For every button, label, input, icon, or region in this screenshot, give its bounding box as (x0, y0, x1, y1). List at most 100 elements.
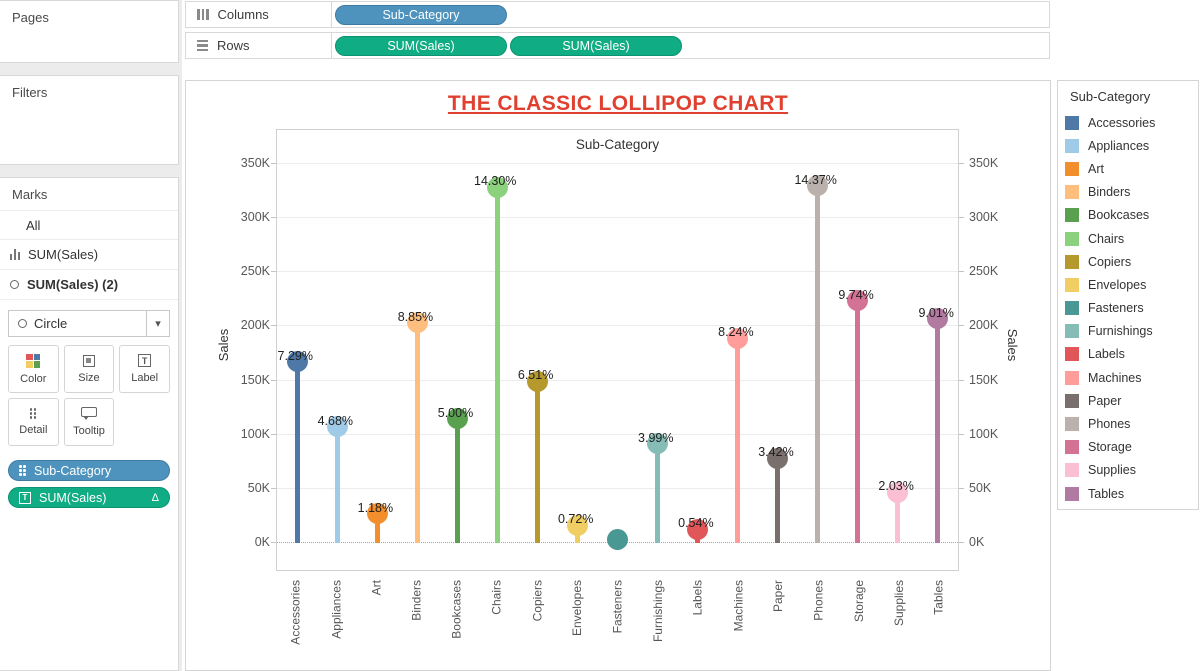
lollipop-stem-art[interactable] (374, 513, 380, 543)
columns-pill-area[interactable]: Sub-Category (332, 2, 1049, 27)
legend-item-label: Machines (1088, 370, 1142, 385)
legend-item-accessories[interactable]: Accessories (1065, 111, 1198, 134)
pages-label: Pages (12, 10, 49, 25)
filters-shelf[interactable]: Filters (0, 75, 179, 165)
legend-item-label: Storage (1088, 440, 1132, 455)
lollipop-stem-paper[interactable] (775, 458, 781, 543)
lollipop-mark-storage[interactable] (847, 290, 869, 312)
lollipop-mark-machines[interactable] (727, 327, 749, 349)
lollipop-stem-chairs[interactable] (494, 187, 500, 543)
lollipop-stem-supplies[interactable] (895, 492, 901, 543)
columns-pill-sub-category[interactable]: Sub-Category (335, 4, 507, 25)
rows-pill-sum-sales-[interactable]: SUM(Sales) (335, 35, 507, 56)
legend-item-labels[interactable]: Labels (1065, 343, 1198, 366)
marks-tab-all[interactable]: All (0, 210, 178, 240)
lollipop-stem-bookcases[interactable] (454, 418, 460, 543)
lollipop-mark-bookcases[interactable] (446, 408, 468, 430)
pages-shelf[interactable]: Pages (0, 0, 179, 63)
lollipop-stem-machines[interactable] (735, 338, 741, 543)
mark-label-phones: 14.37% (794, 172, 837, 187)
gridline (277, 217, 958, 219)
legend-item-storage[interactable]: Storage (1065, 436, 1198, 459)
legend-item-label: Phones (1088, 417, 1131, 432)
chart-pane: Sub-Category 7.29% 4.68% 1.18% 8.85% 5.00% 14… (276, 129, 959, 571)
legend-item-label: Accessories (1088, 115, 1156, 130)
size-button[interactable]: Size (63, 345, 115, 393)
legend-swatch (1065, 324, 1079, 339)
tooltip-button[interactable]: Tooltip (63, 398, 115, 446)
legend-item-envelopes[interactable]: Envelopes (1065, 273, 1198, 296)
pill-label: Sub-Category (34, 463, 112, 478)
legend-swatch (1065, 115, 1079, 130)
plot-area[interactable]: 7.29% 4.68% 1.18% 8.85% 5.00% 14.30% 6.51% 0.72… (277, 157, 958, 570)
color-button[interactable]: Color (8, 345, 59, 393)
legend-item-label: Supplies (1088, 463, 1136, 478)
mark-label-storage: 9.74% (838, 287, 874, 302)
lollipop-mark-furnishings[interactable] (647, 433, 669, 455)
right-axis-title[interactable]: Sales (1005, 328, 1020, 362)
legend-item-phones[interactable]: Phones (1065, 412, 1198, 435)
mark-label-envelopes: 0.72% (557, 512, 594, 527)
lollipop-mark-fasteners[interactable] (607, 529, 628, 551)
mark-label-bookcases: 5.00% (437, 405, 474, 420)
rows-pill-sum-sales-[interactable]: SUM(Sales) (510, 35, 682, 56)
marks-pill-sub-category[interactable]: Sub-Category (8, 460, 170, 481)
lollipop-mark-art[interactable] (366, 503, 388, 525)
legend-item-furnishings[interactable]: Furnishings (1065, 320, 1198, 343)
detail-button[interactable]: Detail (8, 398, 59, 446)
lollipop-mark-supplies[interactable] (887, 481, 909, 503)
marks-tab-sum-sales-2[interactable]: SUM(Sales) (2) (0, 270, 178, 300)
lollipop-stem-storage[interactable] (855, 300, 861, 543)
tooltip-button-label: Tooltip (73, 425, 105, 437)
marks-tab-sum-sales-2-label: SUM(Sales) (2) (27, 277, 119, 292)
lollipop-mark-paper[interactable] (767, 447, 789, 469)
marks-tab-sum-sales-1[interactable]: SUM(Sales) (0, 240, 178, 270)
lollipop-stem-tables[interactable] (935, 318, 941, 543)
lollipop-stem-accessories[interactable] (294, 361, 300, 543)
legend-item-appliances[interactable]: Appliances (1065, 134, 1198, 157)
legend-title[interactable]: Sub-Category (1070, 89, 1151, 104)
legend-item-chairs[interactable]: Chairs (1065, 227, 1198, 250)
lollipop-mark-chairs[interactable] (486, 176, 508, 198)
lollipop-stem-binders[interactable] (414, 322, 420, 543)
legend-item-machines[interactable]: Machines (1065, 366, 1198, 389)
legend-item-label: Binders (1088, 185, 1131, 200)
legend-item-bookcases[interactable]: Bookcases (1065, 204, 1198, 227)
legend-item-fasteners[interactable]: Fasteners (1065, 297, 1198, 320)
lollipop-stem-copiers[interactable] (534, 381, 540, 543)
rows-shelf[interactable]: Rows SUM(Sales) SUM(Sales) (185, 32, 1050, 59)
lollipop-mark-binders[interactable] (406, 312, 428, 334)
color-button-label: Color (20, 372, 47, 385)
lollipop-mark-tables[interactable] (927, 308, 949, 330)
marks-pill-sum-sales-[interactable]: T SUM(Sales) Δ (8, 487, 170, 508)
label-button[interactable]: T Label (119, 345, 170, 393)
columns-shelf[interactable]: Columns Sub-Category (185, 1, 1050, 28)
legend-item-paper[interactable]: Paper (1065, 389, 1198, 412)
lollipop-mark-accessories[interactable] (286, 351, 308, 373)
legend-item-supplies[interactable]: Supplies (1065, 459, 1198, 482)
chevron-down-icon[interactable]: ▾ (146, 311, 169, 336)
left-axis-title[interactable]: Sales (216, 328, 231, 362)
lollipop-mark-copiers[interactable] (526, 370, 548, 392)
label-mark-indicator-icon: Δ (151, 491, 159, 504)
legend-item-art[interactable]: Art (1065, 157, 1198, 180)
rows-pill-area[interactable]: SUM(Sales) SUM(Sales) (332, 33, 1049, 58)
mark-type-dropdown[interactable]: Circle ▾ (8, 310, 170, 337)
legend-item-binders[interactable]: Binders (1065, 181, 1198, 204)
lollipop-stem-phones[interactable] (815, 185, 821, 543)
column-field-header[interactable]: Sub-Category (575, 137, 660, 152)
legend-item-tables[interactable]: Tables (1065, 482, 1198, 505)
lollipop-mark-phones[interactable] (807, 175, 829, 197)
legend-swatch (1065, 347, 1079, 362)
lollipop-mark-labels[interactable] (687, 518, 709, 540)
lollipop-stem-appliances[interactable] (334, 426, 340, 543)
lollipop-mark-appliances[interactable] (326, 416, 348, 438)
gridline (277, 325, 958, 327)
legend-item-copiers[interactable]: Copiers (1065, 250, 1198, 273)
legend-items: Accessories Appliances Art Binders Bookcases… (1058, 111, 1198, 505)
lollipop-stem-furnishings[interactable] (655, 443, 661, 543)
lollipop-mark-envelopes[interactable] (566, 514, 588, 536)
legend-swatch (1065, 370, 1079, 385)
mark-label-copiers: 6.51% (517, 368, 554, 383)
